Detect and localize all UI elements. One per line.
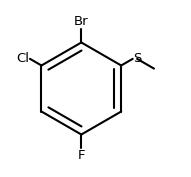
Text: S: S [134,52,142,65]
Text: F: F [78,149,85,162]
Text: Br: Br [74,15,89,28]
Text: Cl: Cl [16,52,29,65]
